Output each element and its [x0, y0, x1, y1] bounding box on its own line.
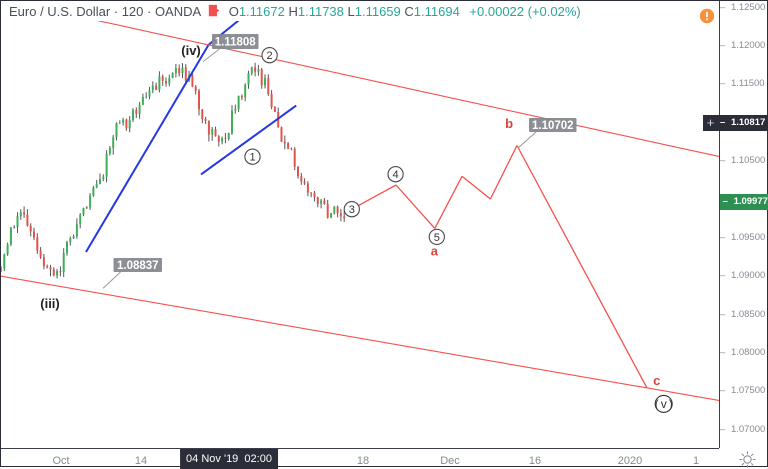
svg-text:1.10702: 1.10702: [532, 120, 574, 132]
svg-text:(iii): (iii): [40, 296, 60, 311]
svg-text:(: (: [655, 397, 659, 411]
svg-text:1.11808: 1.11808: [215, 37, 257, 49]
svg-text:a: a: [431, 243, 439, 258]
svg-text:c: c: [653, 373, 660, 388]
svg-text:1.08837: 1.08837: [117, 260, 159, 272]
svg-text:b: b: [505, 116, 513, 131]
svg-text:v: v: [661, 397, 667, 411]
svg-text:(iv): (iv): [181, 43, 201, 58]
svg-text:3: 3: [349, 204, 355, 216]
svg-text:5: 5: [434, 232, 440, 244]
svg-text:2: 2: [267, 50, 273, 62]
svg-text:): ): [669, 397, 673, 411]
svg-text:4: 4: [393, 169, 399, 181]
svg-text:1: 1: [249, 152, 255, 164]
